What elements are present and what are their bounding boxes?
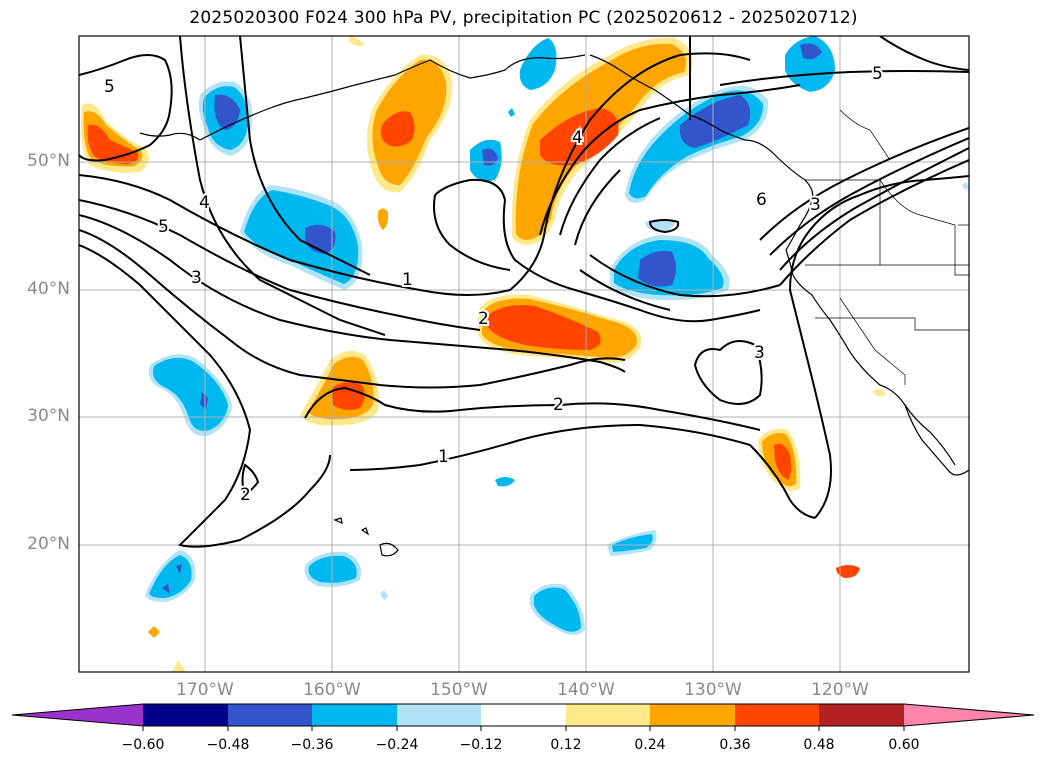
colorbar-segment	[228, 704, 312, 726]
neg-anomaly-region	[612, 534, 653, 552]
lon-label-160w: 160°W	[303, 680, 361, 700]
colorbar	[11, 703, 1035, 731]
contour-label: 5	[104, 77, 115, 97]
graticule	[79, 36, 969, 672]
colorbar-low-extend	[12, 704, 143, 726]
neg-anomaly-region	[308, 555, 357, 583]
neg-anomaly-region	[214, 94, 240, 130]
neg-anomaly-region	[508, 108, 515, 117]
contour-label: 3	[810, 195, 821, 215]
colorbar-segment	[650, 704, 735, 726]
colorbar-tick-label: 0.24	[634, 737, 666, 753]
neg-anomaly-region	[162, 564, 182, 594]
lon-label-150w: 150°W	[430, 680, 488, 700]
colorbar-tick-label: 0.60	[888, 737, 920, 753]
lat-label-30n: 30°N	[27, 406, 70, 426]
neg-anomaly-region	[495, 477, 515, 487]
colorbar-tick-label: 0.12	[550, 737, 582, 753]
colorbar-segment	[735, 704, 819, 726]
neg-anomaly-region	[962, 182, 969, 190]
colorbar-tick-label: −0.60	[121, 737, 165, 753]
neg-anomaly-region	[638, 251, 676, 287]
pos-anomaly-region	[172, 660, 186, 672]
contour-label: 5	[872, 64, 883, 84]
contour-label: 2	[240, 485, 251, 505]
neg-anomaly-region	[153, 357, 228, 431]
colorbar-tick-label: 0.36	[719, 737, 751, 753]
contour-labels: 5 4 5 3 1 2 2 1 2 4 6 3 3 5	[102, 62, 885, 507]
neg-anomaly-region	[519, 38, 557, 90]
neg-anomaly-region	[200, 392, 208, 410]
contour-label: 6	[756, 190, 767, 210]
lat-label-50n: 50°N	[27, 151, 70, 171]
lon-label-120w: 120°W	[811, 680, 869, 700]
map-frame	[78, 35, 970, 673]
neg-anomaly-region	[380, 590, 388, 600]
map-content: 5 4 5 3 1 2 2 1 2 4 6 3 3 5	[79, 36, 969, 672]
colorbar-segment	[143, 704, 228, 726]
lat-label-40n: 40°N	[27, 279, 70, 299]
contour-label: 2	[553, 395, 564, 415]
contour-label: 2	[478, 309, 489, 329]
colorbar-segment	[819, 704, 904, 726]
neg-anomaly-region	[244, 190, 359, 284]
pos-anomaly-region	[350, 36, 364, 46]
colorbar-high-extend	[904, 704, 1034, 726]
map-title: 2025020300 F024 300 hPa PV, precipitatio…	[189, 8, 858, 28]
contour-label: 5	[158, 217, 169, 237]
colorbar-tick-label: −0.24	[375, 737, 419, 753]
neg-anomaly-region	[785, 36, 835, 92]
pos-anomaly-region	[148, 626, 160, 638]
contour-label: 3	[191, 268, 202, 288]
contour-label: 3	[754, 343, 765, 363]
pos-anomaly-region	[377, 208, 389, 230]
contour-label: 1	[438, 447, 449, 467]
pos-anomaly-region	[380, 111, 415, 147]
neg-anomaly-region	[800, 43, 822, 60]
neg-anomaly-region	[645, 220, 675, 232]
colorbar-tick-label: 0.48	[803, 737, 835, 753]
pos-anomaly-region	[332, 382, 365, 410]
pv-contours	[79, 36, 969, 548]
pos-anomaly-region	[488, 305, 601, 350]
contour-label: 1	[402, 270, 413, 290]
pos-anomaly-region	[774, 443, 792, 480]
colorbar-segment	[481, 704, 566, 726]
colorbar-segment	[397, 704, 481, 726]
colorbar-segment	[566, 704, 650, 726]
neg-anomaly-region	[679, 95, 751, 148]
neg-anomaly-region	[534, 587, 581, 632]
coastlines	[139, 54, 969, 557]
lon-label-130w: 130°W	[684, 680, 742, 700]
neg-anomaly-region	[482, 148, 498, 166]
lon-label-170w: 170°W	[176, 680, 234, 700]
precip-positive-anomalies	[81, 36, 886, 672]
colorbar-segment	[312, 704, 397, 726]
pos-anomaly-region	[872, 389, 886, 397]
pos-anomaly-region	[836, 565, 860, 578]
contour-label: 4	[199, 193, 210, 213]
state-borders	[805, 109, 969, 385]
lat-label-20n: 20°N	[27, 534, 70, 554]
contour-label: 4	[572, 128, 583, 148]
precip-negative-anomalies	[145, 36, 969, 635]
colorbar-tick-label: −0.12	[459, 737, 503, 753]
colorbar-tick-label: −0.48	[206, 737, 250, 753]
lon-label-140w: 140°W	[557, 680, 615, 700]
colorbar-tick-label: −0.36	[290, 737, 334, 753]
